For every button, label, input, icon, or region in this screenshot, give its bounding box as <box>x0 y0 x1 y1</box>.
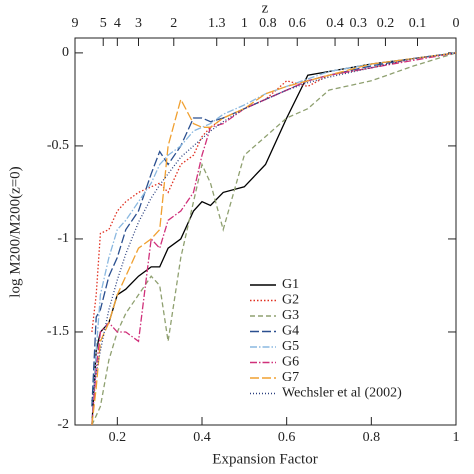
x2-tick-label: 0.1 <box>409 16 427 31</box>
x2-tick-label: 3 <box>135 16 142 31</box>
x2-tick-label: 4 <box>114 16 121 31</box>
series-line <box>91 52 456 425</box>
legend-label: G3 <box>282 308 299 323</box>
legend-label: G6 <box>282 355 299 370</box>
series-line <box>91 52 456 425</box>
y-tick-label: 0 <box>62 45 69 60</box>
x2-axis-label: z <box>262 0 269 16</box>
series-line <box>91 52 456 425</box>
y-tick-label: -1 <box>57 231 69 246</box>
legend-label: G1 <box>282 277 299 292</box>
y-tick-label: -2 <box>57 417 69 432</box>
x2-tick-label: 5 <box>100 16 107 31</box>
plot-frame <box>74 37 457 426</box>
x2-tick-label: 0.3 <box>350 16 368 31</box>
y-axis-label: log M200/M200(z=0) <box>7 166 23 297</box>
x-tick-label: 0.4 <box>193 430 211 445</box>
x-axis-label: Expansion Factor <box>212 451 317 467</box>
legend-label: G4 <box>282 324 299 339</box>
series-line <box>91 52 456 425</box>
x-tick-label: 0.8 <box>363 430 381 445</box>
x2-tick-label: 0.8 <box>259 16 277 31</box>
x2-tick-label: 0.6 <box>289 16 307 31</box>
series-line <box>91 52 456 407</box>
legend-label: Wechsler et al (2002) <box>282 386 402 401</box>
x-tick-label: 1 <box>453 430 460 445</box>
x2-tick-label: 2 <box>170 16 177 31</box>
x-tick-label: 0.6 <box>278 430 296 445</box>
x2-tick-label: 1.3 <box>208 16 226 31</box>
y-tick-label: -0.5 <box>47 138 69 153</box>
x2-tick-label: 0 <box>453 16 460 31</box>
series-line <box>91 52 456 425</box>
series-line <box>91 52 456 333</box>
x2-tick-label: 0.2 <box>377 16 395 31</box>
x2-tick-label: 1 <box>241 16 248 31</box>
x2-tick-label: 0.4 <box>326 16 344 31</box>
series-line <box>91 52 456 401</box>
legend-label: G2 <box>282 293 299 308</box>
y-tick-label: -1.5 <box>47 324 69 339</box>
legend-label: G7 <box>282 370 299 385</box>
x-tick-label: 0.2 <box>109 430 127 445</box>
x2-tick-label: 9 <box>72 16 79 31</box>
legend-label: G5 <box>282 339 299 354</box>
